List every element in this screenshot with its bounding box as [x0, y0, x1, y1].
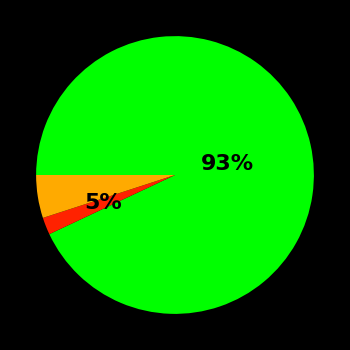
Wedge shape [43, 175, 175, 234]
Wedge shape [36, 36, 314, 314]
Text: 5%: 5% [84, 193, 122, 213]
Wedge shape [36, 175, 175, 218]
Text: 93%: 93% [201, 154, 254, 174]
